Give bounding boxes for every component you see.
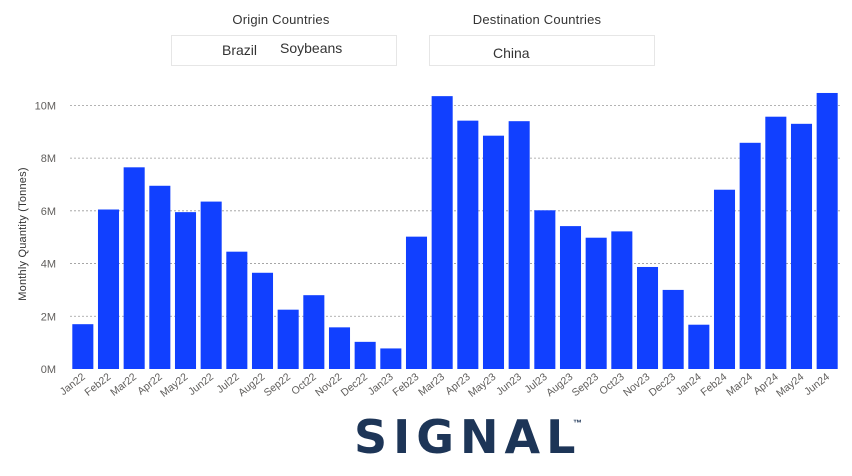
bar-Oct22[interactable]: [303, 295, 325, 369]
x-tick-label: Oct23: [597, 371, 627, 398]
x-tick-label: Jan22: [58, 371, 88, 398]
x-tick-label: Sep22: [262, 371, 293, 399]
x-tick-label: Feb22: [82, 371, 113, 399]
x-tick-label: Dec23: [647, 371, 678, 399]
bar-Apr22[interactable]: [149, 185, 171, 369]
y-tick-label: 4M: [41, 259, 56, 271]
y-tick-label: 8M: [41, 153, 56, 165]
x-tick-label: Sep23: [570, 371, 601, 399]
bar-Nov23[interactable]: [636, 266, 659, 369]
destination-filter-box[interactable]: China: [429, 35, 655, 66]
x-tick-label: Mar22: [108, 371, 139, 399]
y-axis-label: Monthly Quantity (Tonnes): [17, 167, 29, 301]
bar-Jul22[interactable]: [226, 251, 248, 369]
bar-Feb22[interactable]: [97, 209, 120, 370]
bar-Feb24[interactable]: [713, 189, 736, 369]
bar-Sep22[interactable]: [277, 309, 299, 369]
destination-filter-title: Destination Countries: [472, 12, 602, 27]
bar-Aug23[interactable]: [559, 226, 582, 369]
bar-Jun22[interactable]: [200, 201, 222, 369]
origin-country-value: Brazil: [222, 42, 258, 58]
x-tick-label: May22: [158, 371, 190, 400]
bar-Oct23[interactable]: [611, 231, 633, 369]
x-tick-label: Mar23: [416, 371, 447, 399]
bar-Jan23[interactable]: [380, 348, 402, 369]
bar-Jul23[interactable]: [534, 210, 556, 369]
x-tick-label: Aug23: [544, 371, 575, 399]
x-tick-label: Aug22: [236, 371, 267, 399]
x-tick-label: Jun22: [186, 371, 216, 398]
x-tick-label: Oct22: [289, 371, 319, 398]
bar-Dec23[interactable]: [662, 289, 684, 369]
x-tick-label: Jan23: [366, 371, 396, 398]
x-tick-label: May24: [774, 371, 806, 400]
bar-Dec22[interactable]: [354, 341, 376, 369]
x-tick-label: Mar24: [724, 371, 755, 399]
y-tick-label: 0M: [41, 364, 56, 376]
bar-Mar22[interactable]: [123, 167, 145, 369]
bar-Aug22[interactable]: [251, 272, 274, 369]
x-tick-label: May23: [466, 371, 498, 400]
bar-Jan24[interactable]: [688, 324, 710, 369]
bar-May22[interactable]: [174, 212, 197, 369]
origin-filter-box[interactable]: Brazil Soybeans: [171, 35, 397, 66]
x-tick-label: Feb24: [698, 371, 729, 399]
y-tick-label: 6M: [41, 206, 56, 218]
bar-Feb23[interactable]: [405, 236, 428, 369]
y-tick-label: 2M: [41, 311, 56, 323]
origin-commodity-value: Soybeans: [280, 40, 343, 56]
bar-Nov22[interactable]: [328, 327, 351, 369]
origin-filter-title: Origin Countries: [232, 12, 330, 27]
bar-Apr24[interactable]: [765, 116, 787, 369]
x-tick-label: Jan24: [674, 371, 704, 398]
x-tick-label: Jun23: [494, 371, 524, 398]
bar-Jun23[interactable]: [508, 121, 530, 369]
destination-country-value: China: [493, 45, 530, 61]
bar-Jan22[interactable]: [72, 324, 94, 369]
signal-logo: SIGNAL: [354, 410, 582, 464]
bar-Sep23[interactable]: [585, 237, 607, 369]
x-tick-label: Nov23: [621, 371, 652, 399]
trademark-mark: ™: [573, 418, 582, 428]
bar-Mar23[interactable]: [431, 96, 453, 370]
x-tick-label: Feb23: [390, 371, 421, 399]
y-tick-label: 10M: [35, 100, 56, 112]
bar-May24[interactable]: [790, 123, 813, 370]
bar-Mar24[interactable]: [739, 142, 761, 369]
x-tick-label: Jun24: [802, 371, 832, 398]
x-tick-label: Nov22: [313, 371, 344, 399]
bar-May23[interactable]: [482, 135, 505, 369]
bar-Jun24[interactable]: [816, 92, 838, 370]
bar-Apr23[interactable]: [457, 120, 479, 370]
x-tick-label: Dec22: [339, 371, 370, 399]
